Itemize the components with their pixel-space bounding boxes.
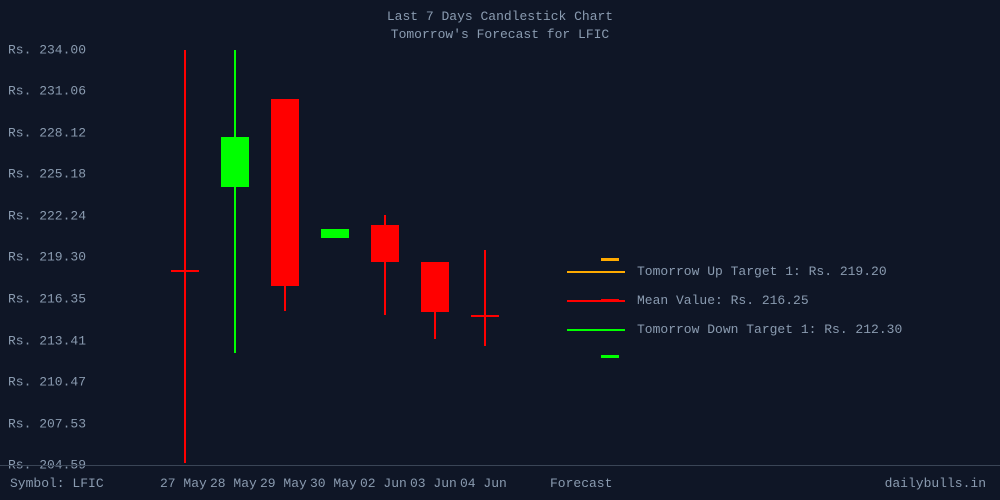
legend-swatch [567, 271, 625, 273]
legend-swatch [567, 300, 625, 302]
footer-bar: Symbol: LFIC 27 May28 May29 May30 May02 … [0, 465, 1000, 500]
y-tick-label: Rs. 210.47 [8, 375, 86, 390]
candle-wick [234, 50, 236, 353]
legend-swatch [567, 329, 625, 331]
symbol-prefix: Symbol: [10, 476, 72, 491]
x-tick-label: 02 Jun [360, 476, 410, 491]
symbol-label: Symbol: LFIC [0, 476, 160, 491]
y-tick-label: Rs. 207.53 [8, 416, 86, 431]
forecast-low-mark [601, 355, 619, 358]
legend-label: Tomorrow Down Target 1: Rs. 212.30 [637, 322, 902, 337]
y-tick-label: Rs. 213.41 [8, 333, 86, 348]
chart-title-line2: Tomorrow's Forecast for LFIC [0, 26, 1000, 44]
y-tick-label: Rs. 228.12 [8, 125, 86, 140]
x-tick-label: 04 Jun [460, 476, 510, 491]
candle-wick [184, 50, 186, 463]
chart-title-line1: Last 7 Days Candlestick Chart [0, 8, 1000, 26]
watermark: dailybulls.in [885, 476, 986, 491]
candle-body [421, 262, 449, 313]
candle-body [371, 225, 399, 262]
x-axis-labels: 27 May28 May29 May30 May02 Jun03 Jun04 J… [160, 476, 510, 491]
candle-body [471, 315, 499, 317]
x-tick-label: 03 Jun [410, 476, 460, 491]
candle-wick [484, 250, 486, 346]
x-tick-label: 29 May [260, 476, 310, 491]
legend-row: Tomorrow Down Target 1: Rs. 212.30 [567, 322, 980, 337]
y-tick-label: Rs. 216.35 [8, 292, 86, 307]
y-tick-label: Rs. 234.00 [8, 43, 86, 58]
candle-body [271, 99, 299, 285]
y-tick-label: Rs. 219.30 [8, 250, 86, 265]
legend-label: Mean Value: Rs. 216.25 [637, 293, 809, 308]
candle-body [221, 137, 249, 186]
forecast-legend: Tomorrow Up Target 1: Rs. 219.20 Mean Val… [567, 250, 980, 351]
chart-title-block: Last 7 Days Candlestick Chart Tomorrow's… [0, 0, 1000, 44]
chart-area: Rs. 234.00Rs. 231.06Rs. 228.12Rs. 225.18… [0, 50, 1000, 465]
forecast-column-label: Forecast [550, 476, 612, 491]
candle-body [171, 270, 199, 272]
x-tick-label: 30 May [310, 476, 360, 491]
legend-row: Tomorrow Up Target 1: Rs. 219.20 [567, 264, 980, 279]
legend-label: Tomorrow Up Target 1: Rs. 219.20 [637, 264, 887, 279]
legend-row: Mean Value: Rs. 216.25 [567, 293, 980, 308]
x-tick-label: 28 May [210, 476, 260, 491]
y-tick-label: Rs. 222.24 [8, 208, 86, 223]
candle-body [321, 229, 349, 237]
y-tick-label: Rs. 231.06 [8, 84, 86, 99]
y-tick-label: Rs. 225.18 [8, 167, 86, 182]
x-tick-label: 27 May [160, 476, 210, 491]
symbol-value: LFIC [72, 476, 103, 491]
